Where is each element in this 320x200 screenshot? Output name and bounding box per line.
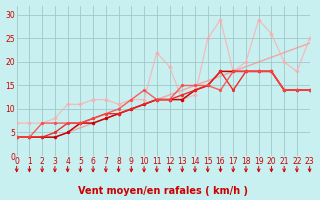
X-axis label: Vent moyen/en rafales ( km/h ): Vent moyen/en rafales ( km/h ) [78, 186, 248, 196]
